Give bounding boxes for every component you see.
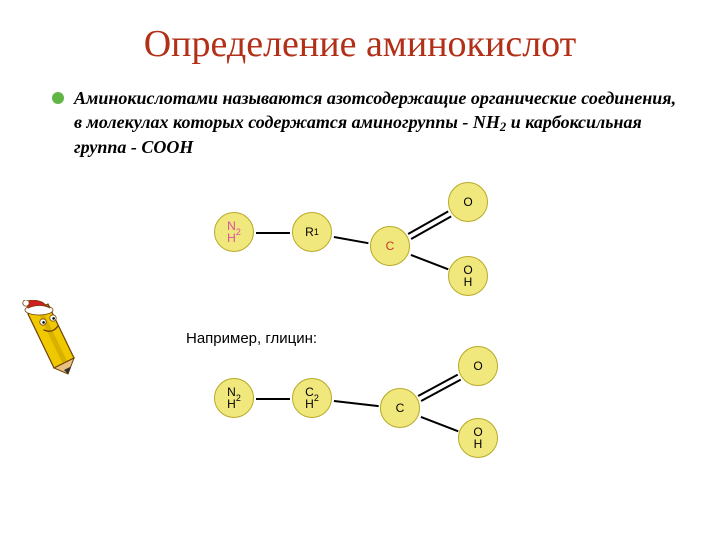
bullet-dot-icon: [52, 92, 64, 104]
atom-node-gly-nh2: NH2: [214, 378, 254, 418]
example-label: Например, глицин:: [186, 330, 317, 347]
atom-node-gen-r1: R1: [292, 212, 332, 252]
atom-node-gen-c: C: [370, 226, 410, 266]
definition-bullet: Аминокислотами называются азотсодержащие…: [52, 86, 680, 159]
bond-line: [334, 400, 378, 407]
atom-node-gly-c: C: [380, 388, 420, 428]
pencil-cartoon-icon: [22, 300, 84, 378]
atom-node-gen-o: O: [448, 182, 488, 222]
slide-title: Определение аминокислот: [0, 22, 720, 66]
atom-node-gen-nh2: NH2: [214, 212, 254, 252]
bond-line: [420, 416, 457, 432]
atom-node-gly-oh: OH: [458, 418, 498, 458]
definition-text: Аминокислотами называются азотсодержащие…: [74, 86, 680, 159]
bond-line: [334, 236, 369, 244]
bond-line: [410, 254, 447, 270]
bond-line: [256, 398, 290, 400]
bond-line: [256, 232, 290, 234]
atom-node-gly-o: O: [458, 346, 498, 386]
atom-node-gly-ch2: CH2: [292, 378, 332, 418]
atom-node-gen-oh: OH: [448, 256, 488, 296]
